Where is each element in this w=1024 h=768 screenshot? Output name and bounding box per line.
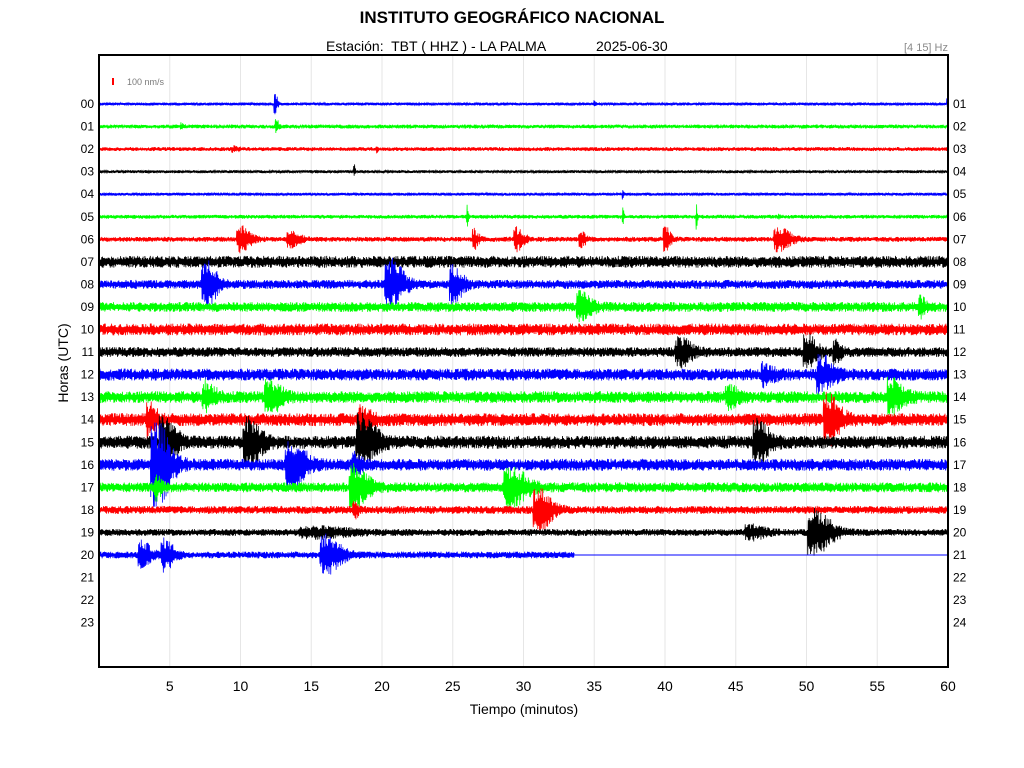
seismic-traces [98,94,949,575]
right-hour-label: 16 [953,435,967,449]
trace-hour-20 [98,533,575,575]
left-hour-label: 09 [81,300,95,314]
left-hour-label: 08 [81,277,95,291]
trace-hour-04 [98,190,949,200]
station-prefix: Estación: [326,38,384,54]
right-hour-label: 21 [953,548,967,562]
scale-bar-label: 100 nm/s [127,77,165,87]
right-hour-label: 01 [953,97,967,111]
right-hour-label: 15 [953,413,967,427]
trace-hour-05 [98,204,949,230]
trace-hour-03 [98,164,949,176]
right-hour-label: 11 [953,323,966,337]
filter-band: [4 15] Hz [903,42,948,54]
x-tick-label: 15 [303,678,319,694]
right-hour-label: 12 [953,345,967,359]
grid-lines [169,55,878,667]
left-hour-labels: 00 01 02 03 04 05 06 07 08 09 10 11 12 13 14 15 16 17 18 19… [81,97,95,630]
right-hour-label: 17 [953,458,967,472]
trace-hour-11 [98,333,949,369]
right-hour-label: 02 [953,120,967,134]
x-tick-label: 35 [586,678,602,694]
trace-hour-18 [98,488,949,531]
x-tick-label: 60 [940,678,956,694]
trace-hour-02 [98,145,949,154]
left-hour-label: 20 [81,548,95,562]
left-hour-label: 19 [81,525,95,539]
right-hour-label: 13 [953,368,967,382]
x-tick-label: 10 [233,678,249,694]
x-tick-label: 50 [799,678,815,694]
right-hour-labels: 01 02 03 04 05 06 07 08 09 10 11 12 13 14 15 16 17 18 19 20… [953,97,967,630]
x-tick-label: 20 [374,678,390,694]
trace-hour-06 [98,225,949,254]
right-hour-label: 23 [953,593,967,607]
trace-hour-08 [98,257,949,310]
left-hour-label: 12 [81,368,95,382]
left-hour-label: 16 [81,458,95,472]
trace-hour-10 [98,323,949,336]
trace-hour-15 [98,412,949,472]
left-hour-label: 14 [81,413,95,427]
amplitude-scale: 100 nm/s [112,77,165,87]
y-axis-label: Horas (UTC) [55,323,71,402]
x-tick-label: 45 [728,678,744,694]
right-hour-label: 03 [953,142,967,156]
left-hour-label: 03 [81,165,95,179]
chart-title: INSTITUTO GEOGRÁFICO NACIONAL [359,8,665,27]
left-hour-label: 02 [81,142,95,156]
trace-hour-17 [98,463,949,511]
left-hour-label: 23 [81,616,95,630]
station-info: Estación: TBT ( HHZ ) - LA PALMA 2025-06… [326,38,668,54]
trace-hour-19 [98,507,949,556]
right-hour-label: 20 [953,525,967,539]
left-hour-label: 00 [81,97,95,111]
plot-frame [98,54,949,668]
x-tick-label: 5 [166,678,174,694]
right-hour-label: 09 [953,277,967,291]
right-hour-label: 05 [953,187,967,201]
trace-hour-00 [98,94,949,115]
right-hour-label: 22 [953,571,967,585]
station-name: TBT ( HHZ ) - LA PALMA [391,38,546,54]
right-hour-label: 07 [953,232,967,246]
left-hour-label: 10 [81,323,95,337]
right-hour-label: 24 [953,616,967,630]
trace-hour-14 [98,391,949,447]
trace-hour-09 [98,290,949,323]
x-tick-label: 25 [445,678,461,694]
record-date: 2025-06-30 [596,38,668,54]
right-hour-label: 04 [953,165,967,179]
left-hour-label: 17 [81,480,95,494]
trace-hour-12 [98,354,949,396]
x-tick-label: 40 [657,678,673,694]
x-tick-label: 30 [516,678,532,694]
trace-hour-13 [98,376,949,419]
trace-hour-01 [98,119,949,134]
left-hour-label: 01 [81,120,95,134]
right-hour-label: 10 [953,300,967,314]
left-hour-label: 21 [81,571,95,585]
right-hour-label: 14 [953,390,967,404]
left-hour-label: 11 [82,345,95,359]
left-hour-label: 18 [81,503,95,517]
x-tick-label: 55 [869,678,885,694]
x-axis-ticks: 5 10 15 20 25 30 35 40 45 50 55 60 [166,678,956,694]
right-hour-label: 18 [953,480,967,494]
left-hour-label: 22 [81,593,95,607]
left-hour-label: 05 [81,210,95,224]
left-hour-label: 04 [81,187,95,201]
trace-hour-07 [98,255,949,268]
left-hour-label: 06 [81,232,95,246]
right-hour-label: 08 [953,255,967,269]
right-hour-label: 06 [953,210,967,224]
x-axis-label: Tiempo (minutos) [470,701,578,717]
right-hour-label: 19 [953,503,967,517]
left-hour-label: 13 [81,390,95,404]
scale-bar-mark [112,78,114,85]
trace-hour-16 [98,422,949,507]
left-hour-label: 07 [81,255,95,269]
left-hour-label: 15 [81,435,95,449]
